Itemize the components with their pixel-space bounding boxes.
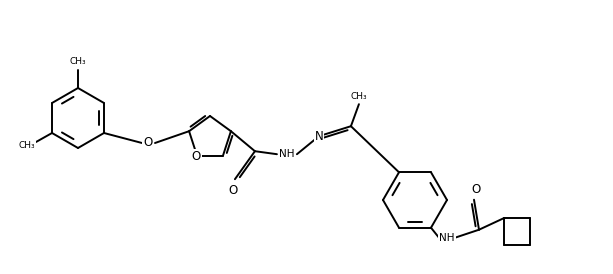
Text: NH: NH <box>279 149 295 159</box>
Text: CH₃: CH₃ <box>19 141 36 150</box>
Text: CH₃: CH₃ <box>351 92 367 101</box>
Text: O: O <box>228 184 238 197</box>
Text: O: O <box>471 183 481 196</box>
Text: NH: NH <box>440 233 455 243</box>
Text: N: N <box>314 130 323 143</box>
Text: O: O <box>143 136 153 150</box>
Text: O: O <box>191 150 200 163</box>
Text: CH₃: CH₃ <box>70 58 86 67</box>
